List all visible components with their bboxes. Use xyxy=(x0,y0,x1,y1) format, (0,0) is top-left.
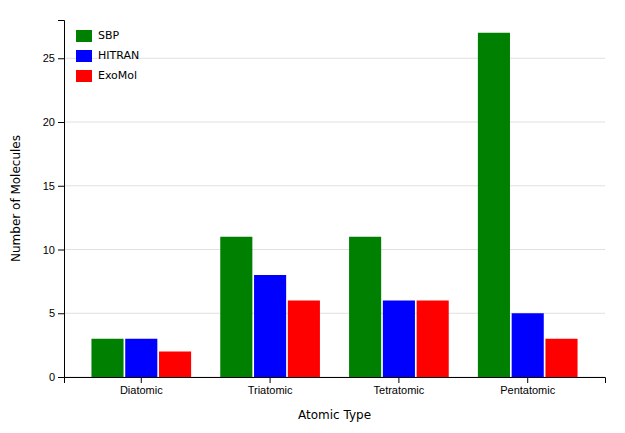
grid-line xyxy=(64,122,605,123)
legend-swatch xyxy=(76,50,92,62)
tick: 25 xyxy=(43,52,64,64)
tick-label: 25 xyxy=(43,52,55,64)
tick-label: Tetratomic xyxy=(374,384,425,396)
plot: 0 5 10 15 20 25 Diatomic Triatomic Tetratomic Pen… xyxy=(43,21,606,396)
legend-item: HITRAN xyxy=(76,49,139,62)
axis-line xyxy=(58,21,65,378)
tick-label: Triatomic xyxy=(248,384,293,396)
legend-item: SBP xyxy=(76,29,120,42)
grid-line xyxy=(64,185,605,186)
tick-mark xyxy=(527,377,528,383)
tick-label: Diatomic xyxy=(120,384,163,396)
x-axis-title: Atomic Type xyxy=(298,408,371,422)
tick-mark xyxy=(270,377,271,383)
legend-label: HITRAN xyxy=(98,49,139,62)
bar xyxy=(512,313,544,377)
bar xyxy=(478,33,510,377)
legend-label: ExoMol xyxy=(98,69,137,82)
tick-label: 5 xyxy=(49,307,55,319)
tick-label: 0 xyxy=(49,371,55,383)
tick: 5 xyxy=(49,307,64,319)
tick: 0 xyxy=(49,371,64,383)
tick: 20 xyxy=(43,116,64,128)
bar xyxy=(417,301,449,378)
bar xyxy=(288,301,320,378)
bar xyxy=(545,339,577,377)
chart: 0 5 10 15 20 25 Diatomic Triatomic Tetratomic Pen… xyxy=(0,0,625,433)
bar xyxy=(254,275,286,377)
grid xyxy=(64,58,605,377)
tick: Pentatomic xyxy=(500,377,556,396)
tick-label: 20 xyxy=(43,116,55,128)
grid-line xyxy=(64,249,605,250)
tick: Diatomic xyxy=(120,377,163,396)
legend-label: SBP xyxy=(98,29,120,42)
tick-mark xyxy=(58,122,64,123)
tick: Triatomic xyxy=(248,377,293,396)
bar xyxy=(220,237,252,377)
bar xyxy=(159,352,191,378)
bar xyxy=(125,339,157,377)
tick-label: 10 xyxy=(43,244,55,256)
y-axis: 0 5 10 15 20 25 xyxy=(43,21,65,384)
bar xyxy=(349,237,381,377)
bar xyxy=(383,301,415,378)
tick-mark xyxy=(398,377,399,383)
legend-swatch xyxy=(76,70,92,82)
bar xyxy=(91,339,123,377)
tick: 15 xyxy=(43,180,64,192)
tick-label: Pentatomic xyxy=(500,384,556,396)
y-axis-title: Number of Molecules xyxy=(9,135,23,262)
axis-line xyxy=(65,378,606,384)
tick-mark xyxy=(58,377,64,378)
legend: SBP HITRAN ExoMol xyxy=(76,29,139,82)
legend-item: ExoMol xyxy=(76,69,137,82)
x-axis: Diatomic Triatomic Tetratomic Pentatomic xyxy=(65,377,606,396)
tick: 10 xyxy=(43,244,64,256)
bars xyxy=(91,33,577,377)
grid-line xyxy=(64,58,605,59)
tick-mark xyxy=(58,250,64,251)
tick-label: 15 xyxy=(43,180,55,192)
tick-mark xyxy=(141,377,142,383)
tick-mark xyxy=(58,313,64,314)
tick-mark xyxy=(58,58,64,59)
tick: Tetratomic xyxy=(374,377,425,396)
tick-mark xyxy=(58,186,64,187)
legend-swatch xyxy=(76,30,92,42)
